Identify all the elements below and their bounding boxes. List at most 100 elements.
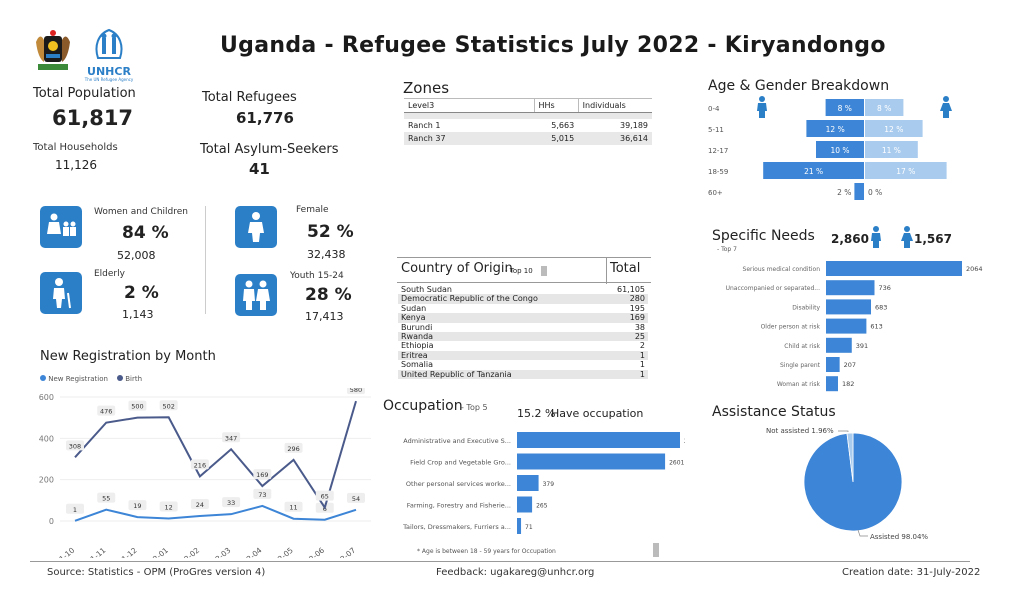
needs-category-label: Child at risk xyxy=(784,343,820,350)
demographics-divider xyxy=(205,206,206,314)
birth-data-label: 580 xyxy=(350,388,362,394)
total-households-label: Total Households xyxy=(33,142,118,153)
zones-table: Level3 HHs Individuals Ranch 1 5,663 39,… xyxy=(404,98,652,145)
data-label-bg xyxy=(128,400,147,411)
needs-category-label: Serious medical condition xyxy=(743,266,821,273)
women-children-label: Women and Children xyxy=(94,207,188,217)
elderly-label: Elderly xyxy=(94,269,125,279)
age-label: 0-4 xyxy=(708,105,720,113)
zones-cell: 39,189 xyxy=(620,120,648,130)
age-gender-title: Age & Gender Breakdown xyxy=(708,78,890,94)
occupation-bar xyxy=(517,496,533,513)
y-tick-label: 400 xyxy=(39,434,54,443)
male-bar xyxy=(806,120,864,137)
x-tick-label: 2022-04 xyxy=(234,545,264,558)
female-bar xyxy=(865,141,918,158)
male-data-label: 8 % xyxy=(838,104,852,113)
occupation-value-label: 71 xyxy=(525,524,533,531)
needs-category-label: Single parent xyxy=(780,362,821,369)
age-label: 60+ xyxy=(708,189,723,197)
asylum-seekers-label: Total Asylum-Seekers xyxy=(200,142,339,157)
country-total: 25 xyxy=(599,332,648,342)
occupation-scroll[interactable] xyxy=(653,543,659,557)
scroll-indicator[interactable] xyxy=(541,266,547,276)
needs-category-label: Woman at risk xyxy=(777,381,821,388)
female-figure-icon xyxy=(940,96,952,122)
age-gender-chart: 0-4 8 % 8 % 5-11 12 % 12 % 12-17 10 % 11 % 18-59 2… xyxy=(708,99,947,200)
table-row: Somalia 1 xyxy=(398,360,648,369)
data-label-bg xyxy=(222,432,241,443)
new-registration-line xyxy=(74,504,357,522)
needs-bar xyxy=(826,261,962,276)
needs-value-label: 736 xyxy=(878,284,890,292)
country-total: 1 xyxy=(599,369,648,380)
x-tick-label: 2021-12 xyxy=(109,545,139,558)
country-of-origin-title: Country of Origin xyxy=(401,261,513,276)
country-of-origin-total-header: Total xyxy=(610,261,641,276)
country-name: Rwanda xyxy=(398,332,600,342)
table-row: Democratic Republic of the Congo 280 xyxy=(398,294,648,304)
x-tick-label: 2022-02 xyxy=(171,545,201,558)
male-bar xyxy=(816,141,864,158)
elderly-icon xyxy=(40,272,82,314)
x-tick-label: 2021-10 xyxy=(46,545,76,558)
new-registration-data-label: 33 xyxy=(227,499,235,507)
table-row: South Sudan 61,105 xyxy=(398,285,648,294)
country-name: Democratic Republic of the Congo xyxy=(398,294,600,304)
data-label-bg xyxy=(97,405,116,416)
total-population-value: 61,817 xyxy=(52,106,134,130)
data-label-bg xyxy=(190,459,209,470)
women-children-pct: 84 % xyxy=(122,223,169,243)
occupation-title: Occupation xyxy=(383,398,463,414)
zones-header-individuals: Individuals xyxy=(577,98,652,113)
y-tick-label: 200 xyxy=(39,476,54,485)
female-data-label: 11 % xyxy=(882,146,901,155)
country-total: 1 xyxy=(639,360,645,370)
country-name: Burundi xyxy=(401,322,433,332)
new-registration-data-label: 54 xyxy=(352,495,360,503)
y-tick-label: 0 xyxy=(49,517,54,526)
needs-category-label: Unaccompanied or separated... xyxy=(726,285,821,292)
pie-leader-not-assisted xyxy=(838,430,849,432)
table-row: Kenya 169 xyxy=(398,313,648,323)
pie-slice xyxy=(846,432,854,483)
female-data-label: 17 % xyxy=(896,167,915,176)
youth-icon xyxy=(235,274,277,316)
birth-data-label: 296 xyxy=(287,445,299,453)
assistance-pie-chart: Not assisted 1.96% Assisted 98.04% xyxy=(766,427,928,541)
male-bar xyxy=(854,183,864,200)
female-needs-icon xyxy=(901,226,913,252)
birth-data-label: 169 xyxy=(256,471,268,479)
zones-cell: 5,663 xyxy=(551,120,575,130)
occupation-bar xyxy=(517,432,680,448)
birth-data-label: 308 xyxy=(69,442,81,450)
male-data-label: 2 % xyxy=(837,188,851,197)
needs-bar xyxy=(826,376,838,392)
pie-label-not-assisted: Not assisted 1.96% xyxy=(766,427,834,435)
male-bar xyxy=(763,162,864,179)
needs-bar xyxy=(826,299,872,315)
zones-header-hhs: HHs xyxy=(533,98,579,113)
zones-cell: 36,614 xyxy=(578,131,652,145)
total-refugees-label: Total Refugees xyxy=(202,90,297,105)
uganda-coat-of-arms-logo xyxy=(30,28,76,74)
country-of-origin-sub: - Top 10 xyxy=(505,267,533,275)
occupation-chart: Administrative and Executive S... 2863 Fie… xyxy=(402,432,685,534)
occupation-sub: - Top 5 xyxy=(461,403,488,412)
x-tick-label: 2022-01 xyxy=(140,545,170,558)
new-registration-data-label: 19 xyxy=(133,502,141,510)
data-label-bg xyxy=(66,440,84,451)
youth-label: Youth 15-24 xyxy=(290,271,344,281)
occupation-category-label: Other personal services worke... xyxy=(406,480,511,488)
occupation-value-label: 2601 xyxy=(669,460,684,467)
new-registration-data-label: 1 xyxy=(73,506,77,514)
table-row: Rwanda 25 xyxy=(398,332,648,342)
occupation-value-label: 2863 xyxy=(684,438,685,445)
data-label-bg xyxy=(253,488,272,499)
data-label-bg xyxy=(347,492,365,503)
male-data-label: 21 % xyxy=(804,167,823,176)
data-label-bg xyxy=(284,501,303,512)
total-refugees-value: 61,776 xyxy=(236,109,294,127)
data-label-bg xyxy=(128,500,147,511)
